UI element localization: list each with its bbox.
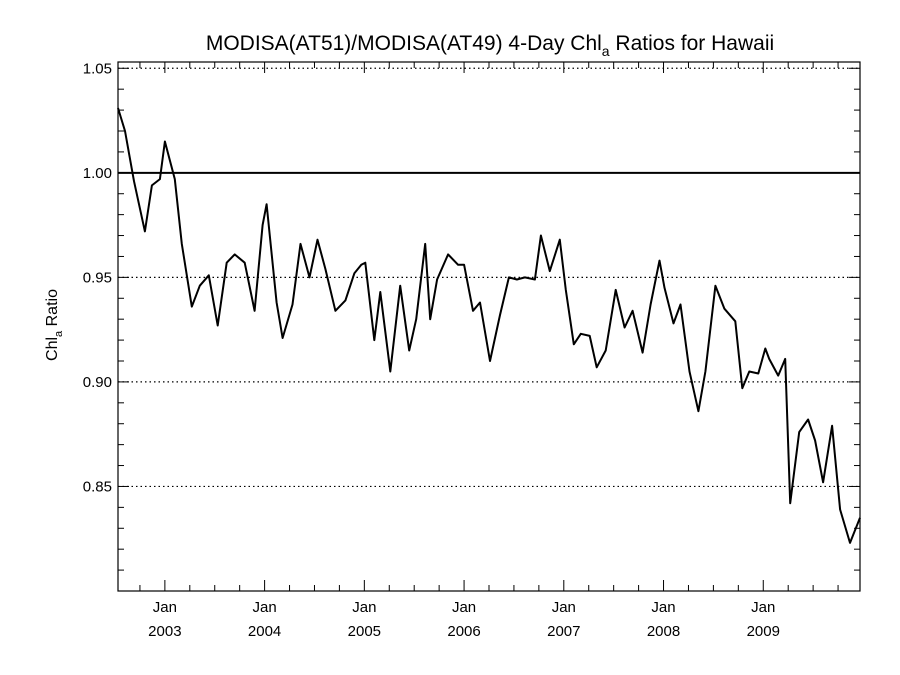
x-tick-year: 2009 bbox=[747, 623, 780, 640]
chart-title: MODISA(AT51)/MODISA(AT49) 4-Day Chla Rat… bbox=[206, 32, 774, 59]
x-tick-month: Jan bbox=[253, 599, 277, 616]
x-tick-year: 2005 bbox=[348, 623, 381, 640]
x-tick-year: 2007 bbox=[547, 623, 580, 640]
x-tick-month: Jan bbox=[153, 599, 177, 616]
y-tick-label: 0.95 bbox=[83, 269, 112, 286]
gridlines bbox=[118, 67, 860, 488]
x-tick-year: 2006 bbox=[447, 623, 480, 640]
y-tick-labels: 0.85 0.90 0.95 1.00 1.05 bbox=[83, 60, 112, 495]
y-tick-label: 0.85 bbox=[83, 478, 112, 495]
x-tick-month: Jan bbox=[552, 599, 576, 616]
x-tick-month: Jan bbox=[352, 599, 376, 616]
x-tick-month: Jan bbox=[651, 599, 675, 616]
x-tick-labels: Jan 2003 Jan 2004 Jan 2005 Jan 2006 Jan 2007 Jan 20… bbox=[148, 599, 780, 640]
x-tick-year: 2008 bbox=[647, 623, 680, 640]
y-tick-label: 0.90 bbox=[83, 374, 112, 391]
y-tick-label: 1.00 bbox=[83, 165, 112, 182]
plot-frame bbox=[117, 61, 861, 592]
series-group bbox=[117, 107, 861, 544]
axes bbox=[117, 61, 861, 592]
series-line bbox=[117, 107, 861, 544]
y-axis-label: Chla Ratio bbox=[44, 289, 65, 361]
x-tick-year: 2004 bbox=[248, 623, 281, 640]
x-tick-year: 2003 bbox=[148, 623, 181, 640]
x-tick-month: Jan bbox=[452, 599, 476, 616]
y-tick-label: 1.05 bbox=[83, 60, 112, 77]
x-tick-month: Jan bbox=[751, 599, 775, 616]
